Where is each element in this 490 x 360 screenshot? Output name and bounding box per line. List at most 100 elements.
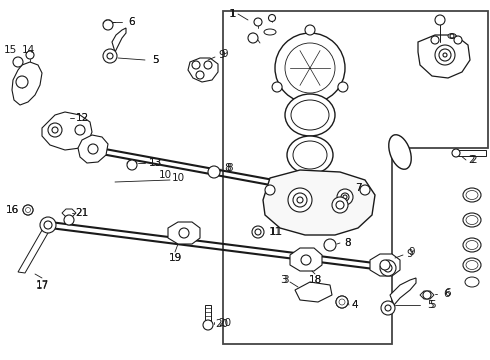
Text: 1: 1 <box>230 9 236 19</box>
Polygon shape <box>12 62 42 105</box>
Circle shape <box>443 53 447 57</box>
Circle shape <box>255 229 261 235</box>
Ellipse shape <box>293 141 327 169</box>
Polygon shape <box>78 135 108 163</box>
Circle shape <box>265 185 275 195</box>
Text: 9: 9 <box>409 247 416 257</box>
Text: 19: 19 <box>169 253 182 263</box>
Text: 14: 14 <box>22 45 35 55</box>
Circle shape <box>452 149 460 157</box>
Circle shape <box>275 33 345 103</box>
Text: 8: 8 <box>227 163 233 173</box>
Circle shape <box>450 34 454 38</box>
Circle shape <box>337 189 353 205</box>
Text: 6: 6 <box>129 17 135 27</box>
Polygon shape <box>103 20 113 26</box>
Polygon shape <box>295 282 332 302</box>
Circle shape <box>203 320 213 330</box>
Bar <box>205 305 211 325</box>
Polygon shape <box>390 278 416 305</box>
Ellipse shape <box>389 135 411 169</box>
Text: 17: 17 <box>35 281 49 291</box>
Circle shape <box>64 215 74 225</box>
Ellipse shape <box>463 213 481 227</box>
Circle shape <box>380 260 396 276</box>
Ellipse shape <box>466 216 478 225</box>
Polygon shape <box>112 28 126 52</box>
Text: 5: 5 <box>152 55 158 65</box>
Circle shape <box>431 36 439 44</box>
Circle shape <box>26 51 34 59</box>
Text: 20: 20 <box>216 319 228 329</box>
Polygon shape <box>188 58 218 82</box>
Polygon shape <box>168 222 200 244</box>
Text: 18: 18 <box>308 275 321 285</box>
Ellipse shape <box>466 240 478 249</box>
Text: 9: 9 <box>407 249 413 259</box>
Text: 13: 13 <box>148 158 162 168</box>
Text: 11: 11 <box>270 227 283 237</box>
Text: 6: 6 <box>445 288 451 298</box>
Text: 11: 11 <box>269 227 282 237</box>
Circle shape <box>301 255 311 265</box>
Circle shape <box>385 305 391 311</box>
Circle shape <box>360 185 370 195</box>
Circle shape <box>384 264 392 272</box>
Circle shape <box>52 127 58 133</box>
Ellipse shape <box>465 277 479 287</box>
Ellipse shape <box>466 261 478 270</box>
Text: 8: 8 <box>344 238 351 248</box>
Circle shape <box>332 197 348 213</box>
Polygon shape <box>290 248 322 271</box>
Text: 8: 8 <box>225 163 231 173</box>
Polygon shape <box>418 35 470 78</box>
Circle shape <box>336 296 348 308</box>
Text: 21: 21 <box>75 208 89 218</box>
Text: 2: 2 <box>469 155 475 165</box>
Circle shape <box>25 207 30 212</box>
Text: 13: 13 <box>148 158 162 168</box>
Circle shape <box>23 205 33 215</box>
Text: 6: 6 <box>129 17 135 27</box>
Text: 5: 5 <box>427 300 433 310</box>
Circle shape <box>248 33 258 43</box>
Circle shape <box>435 15 445 25</box>
Circle shape <box>423 291 431 299</box>
Circle shape <box>127 160 137 170</box>
Circle shape <box>192 61 200 69</box>
Ellipse shape <box>264 29 276 35</box>
Polygon shape <box>42 112 92 150</box>
Text: 7: 7 <box>355 183 361 193</box>
Circle shape <box>40 217 56 233</box>
Circle shape <box>285 43 335 93</box>
Text: 9: 9 <box>221 49 228 59</box>
Circle shape <box>454 36 462 44</box>
Circle shape <box>343 195 347 199</box>
Circle shape <box>75 125 85 135</box>
Circle shape <box>324 239 336 251</box>
Text: 4: 4 <box>352 300 358 310</box>
Polygon shape <box>127 160 137 166</box>
Circle shape <box>380 260 390 270</box>
Text: 5: 5 <box>429 300 435 310</box>
Circle shape <box>381 301 395 315</box>
Text: 7: 7 <box>355 183 361 193</box>
Text: 8: 8 <box>344 238 351 248</box>
Ellipse shape <box>291 100 329 130</box>
Polygon shape <box>18 225 52 273</box>
Circle shape <box>103 20 113 30</box>
Circle shape <box>204 61 212 69</box>
Text: 9: 9 <box>219 50 225 60</box>
Circle shape <box>339 299 345 305</box>
Circle shape <box>208 166 220 178</box>
Circle shape <box>252 226 264 238</box>
Circle shape <box>196 71 204 79</box>
Circle shape <box>439 49 451 61</box>
Circle shape <box>293 193 307 207</box>
Ellipse shape <box>463 238 481 252</box>
Text: 1: 1 <box>229 9 235 19</box>
Bar <box>454 150 486 156</box>
Text: 5: 5 <box>152 55 158 65</box>
Circle shape <box>44 221 52 229</box>
Circle shape <box>297 197 303 203</box>
